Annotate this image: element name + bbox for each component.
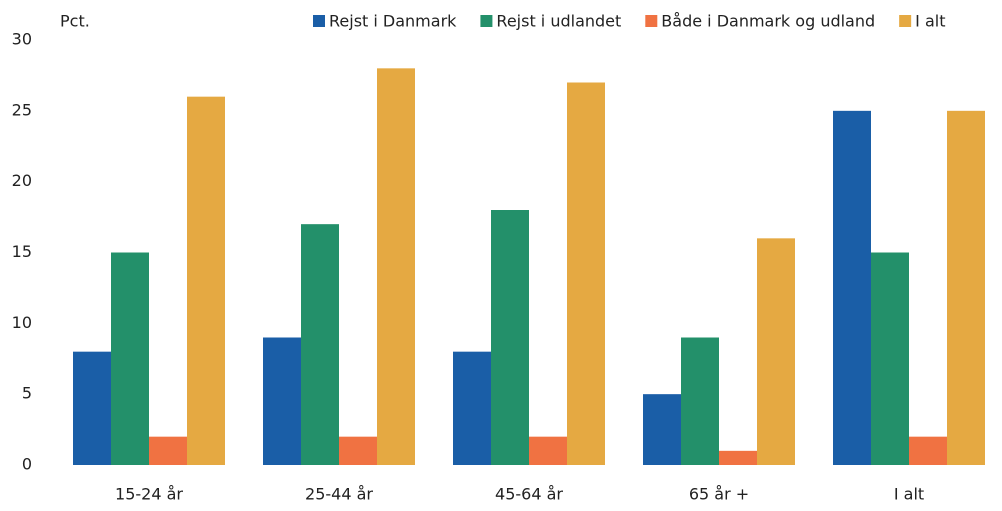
legend-label: Rejst i Danmark xyxy=(329,12,457,31)
bar xyxy=(377,68,415,465)
y-tick-label: 0 xyxy=(22,455,32,474)
bar xyxy=(643,394,681,465)
legend-swatch xyxy=(645,15,658,27)
x-tick-label: I alt xyxy=(894,485,924,504)
y-axis-label: Pct. xyxy=(60,12,90,31)
y-tick-label: 10 xyxy=(12,313,32,332)
bar xyxy=(301,224,339,465)
bar xyxy=(339,436,377,465)
bar xyxy=(491,210,529,465)
y-tick-label: 25 xyxy=(12,100,32,119)
bar xyxy=(833,110,871,465)
legend-swatch xyxy=(313,15,325,27)
bar xyxy=(909,436,947,465)
bar xyxy=(529,436,567,465)
y-tick-label: 5 xyxy=(22,384,32,403)
x-tick-label: 65 år + xyxy=(689,485,749,504)
bar xyxy=(111,252,149,465)
legend-label: Rejst i udlandet xyxy=(496,12,621,31)
bar xyxy=(567,82,605,465)
bar xyxy=(719,450,757,465)
bar xyxy=(187,96,225,466)
bar xyxy=(681,337,719,465)
y-tick-label: 30 xyxy=(12,30,32,49)
legend-swatch xyxy=(480,15,493,27)
x-tick-label: 15-24 år xyxy=(115,485,183,504)
bar xyxy=(947,110,985,465)
bar xyxy=(757,238,795,465)
legend-label: I alt xyxy=(915,12,945,31)
y-tick-label: 15 xyxy=(12,242,32,261)
bar xyxy=(73,351,111,465)
x-tick-label: 25-44 år xyxy=(305,485,373,504)
bar xyxy=(263,337,301,465)
y-tick-label: 20 xyxy=(12,171,32,190)
x-tick-label: 45-64 år xyxy=(495,485,563,504)
bar xyxy=(453,351,491,465)
legend-swatch xyxy=(899,15,912,27)
legend-label: Både i Danmark og udland xyxy=(661,12,875,31)
bar xyxy=(871,252,909,465)
bar xyxy=(149,436,187,465)
